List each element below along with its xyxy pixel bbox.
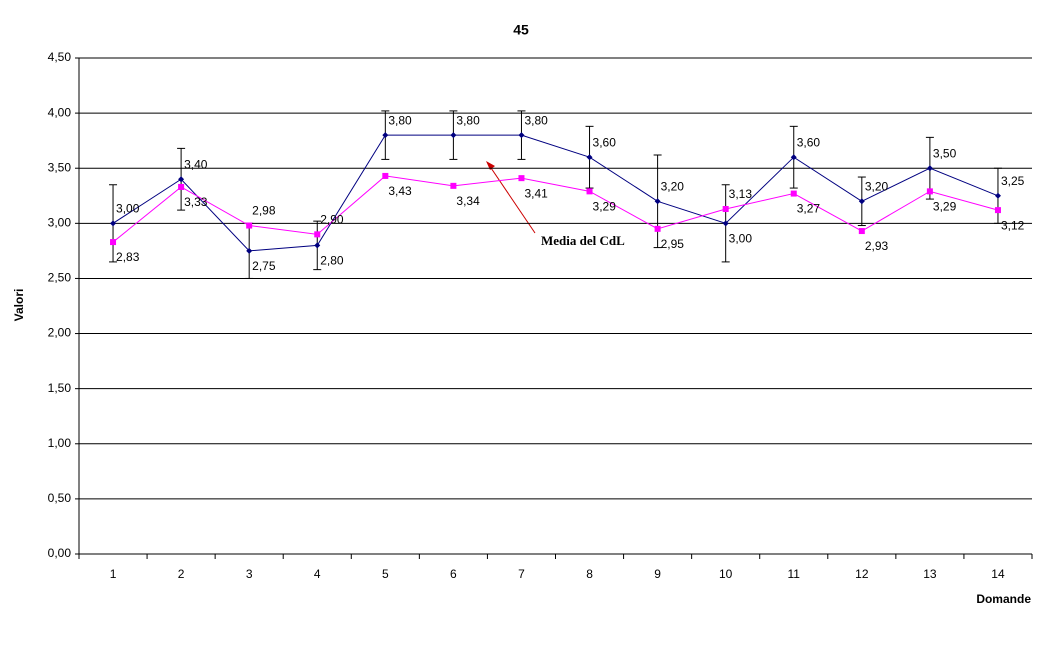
marker (518, 175, 525, 182)
y-tick-label: 0,00 (48, 546, 72, 560)
data-label: 3,12 (1001, 218, 1025, 232)
x-tick-label: 11 (788, 567, 801, 581)
data-label: 3,50 (933, 146, 957, 160)
marker (858, 198, 865, 205)
marker (178, 176, 185, 183)
x-tick-label: 12 (855, 567, 869, 581)
data-label: 3,80 (456, 113, 480, 127)
data-label: 2,93 (865, 239, 889, 253)
data-label: 2,75 (252, 259, 276, 273)
y-axis-title: Valori (12, 289, 26, 322)
marker (654, 225, 661, 232)
chart-title: 45 (513, 22, 529, 38)
marker (382, 172, 389, 179)
marker (926, 188, 933, 195)
data-label: 3,41 (524, 186, 548, 200)
y-tick-label: 3,50 (48, 160, 72, 174)
data-label: 3,29 (593, 200, 617, 214)
data-label: 2,80 (320, 254, 344, 268)
marker (858, 228, 865, 235)
marker (314, 242, 321, 249)
marker (722, 206, 729, 213)
series-line (112, 175, 999, 243)
marker (790, 190, 797, 197)
marker (178, 183, 185, 190)
x-tick-label: 2 (178, 567, 185, 581)
data-label: 2,90 (320, 213, 344, 227)
y-tick-label: 1,50 (48, 381, 72, 395)
data-label: 2,98 (252, 204, 276, 218)
x-axis-title: Domande (976, 592, 1031, 606)
x-tick-label: 6 (450, 567, 457, 581)
marker (382, 132, 389, 139)
data-label: 3,34 (456, 194, 480, 208)
marker (586, 188, 593, 195)
data-label: 3,80 (524, 113, 548, 127)
y-tick-label: 0,50 (48, 491, 72, 505)
marker (994, 192, 1001, 199)
marker (994, 207, 1001, 214)
x-tick-label: 13 (923, 567, 937, 581)
x-tick-label: 14 (991, 567, 1005, 581)
data-label: 3,00 (729, 232, 753, 246)
series-line (112, 134, 999, 252)
data-label: 3,25 (1001, 174, 1025, 188)
x-tick-label: 4 (314, 567, 321, 581)
data-label: 3,00 (116, 202, 140, 216)
y-tick-label: 3,00 (48, 216, 72, 230)
data-label: 3,40 (184, 157, 208, 171)
x-tick-label: 10 (719, 567, 733, 581)
data-label: 3,60 (593, 135, 617, 149)
data-label: 3,60 (797, 135, 821, 149)
data-label: 2,83 (116, 250, 140, 264)
data-label: 3,80 (388, 113, 412, 127)
x-tick-label: 5 (382, 567, 389, 581)
marker (586, 154, 593, 161)
data-label: 2,95 (661, 237, 685, 251)
x-tick-label: 1 (110, 567, 117, 581)
annotation: Media del CdL (541, 233, 625, 248)
marker (654, 198, 661, 205)
y-tick-label: 2,00 (48, 326, 72, 340)
data-label: 3,33 (184, 195, 208, 209)
data-label: 3,29 (933, 200, 957, 214)
y-tick-label: 4,50 (48, 50, 72, 64)
data-label: 3,27 (797, 202, 821, 216)
y-tick-label: 2,50 (48, 271, 72, 285)
y-tick-label: 1,00 (48, 436, 72, 450)
data-label: 3,13 (729, 187, 753, 201)
marker (450, 132, 457, 139)
x-tick-label: 7 (518, 567, 525, 581)
marker (450, 182, 457, 189)
data-label: 3,43 (388, 184, 412, 198)
data-label: 3,20 (661, 179, 685, 193)
x-tick-label: 8 (586, 567, 593, 581)
marker (110, 239, 117, 246)
y-tick-label: 4,00 (48, 105, 72, 119)
marker (790, 154, 797, 161)
marker (246, 247, 253, 254)
marker (246, 222, 253, 229)
marker (926, 165, 933, 172)
data-label: 3,20 (865, 179, 889, 193)
marker (518, 132, 525, 139)
marker (314, 231, 321, 238)
x-tick-label: 3 (246, 567, 253, 581)
marker (110, 220, 117, 227)
x-tick-label: 9 (654, 567, 661, 581)
marker (722, 220, 729, 227)
